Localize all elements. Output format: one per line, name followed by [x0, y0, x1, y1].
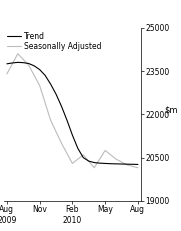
Seasonally Adjusted [49, 119, 52, 122]
Seasonally Adjusted [93, 166, 95, 169]
Seasonally Adjusted [126, 164, 128, 166]
Seasonally Adjusted [137, 166, 139, 169]
Trend [60, 105, 63, 108]
Trend [33, 64, 35, 67]
Trend [115, 162, 117, 165]
Seasonally Adjusted [39, 84, 41, 87]
Trend [120, 163, 123, 165]
Trend [71, 134, 73, 137]
Trend [93, 161, 95, 164]
Seasonally Adjusted [104, 149, 106, 152]
Trend [6, 62, 8, 65]
Y-axis label: $m: $m [164, 105, 178, 114]
Seasonally Adjusted [71, 162, 73, 165]
Trend [44, 74, 46, 77]
Seasonally Adjusted [17, 52, 19, 55]
Trend [88, 160, 90, 163]
Trend [55, 93, 57, 96]
Trend [11, 62, 13, 64]
Trend [22, 61, 24, 64]
Line: Trend: Trend [7, 62, 138, 164]
Trend [104, 162, 106, 165]
Seasonally Adjusted [6, 73, 8, 75]
Seasonally Adjusted [82, 153, 84, 156]
Trend [49, 83, 52, 85]
Trend [82, 156, 84, 159]
Trend [137, 163, 139, 166]
Trend [77, 147, 79, 150]
Line: Seasonally Adjusted: Seasonally Adjusted [7, 54, 138, 168]
Trend [28, 62, 30, 65]
Trend [126, 163, 128, 166]
Seasonally Adjusted [28, 64, 30, 67]
Trend [17, 61, 19, 64]
Seasonally Adjusted [60, 142, 63, 145]
Trend [110, 162, 112, 165]
Trend [99, 162, 101, 164]
Trend [39, 68, 41, 71]
Trend [66, 119, 68, 122]
Legend: Trend, Seasonally Adjusted: Trend, Seasonally Adjusted [7, 32, 102, 51]
Seasonally Adjusted [115, 158, 117, 161]
Trend [131, 163, 134, 166]
